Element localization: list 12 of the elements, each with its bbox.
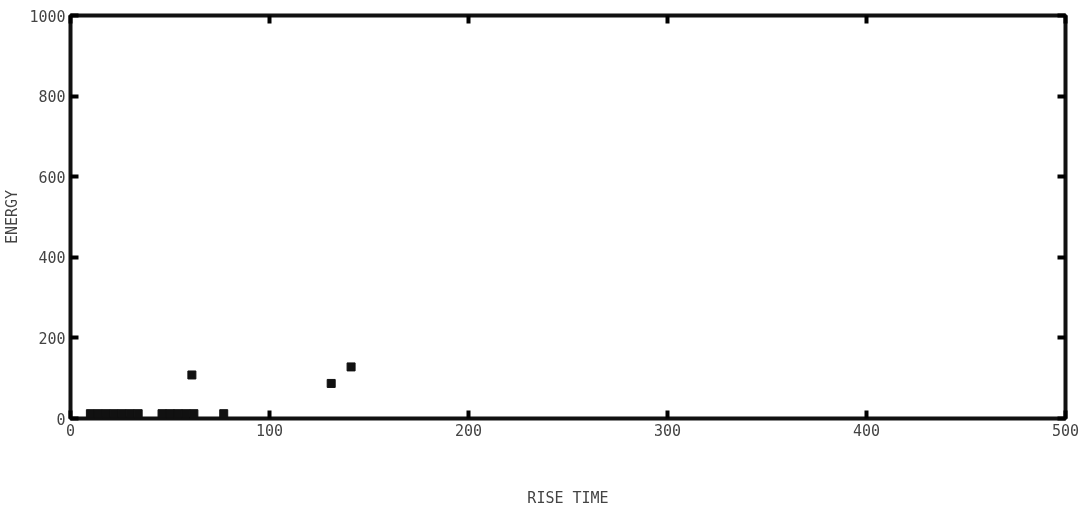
x-tick-label: 300 <box>653 421 682 440</box>
x-tick-label: 400 <box>852 421 881 440</box>
y-tick-label: 800 <box>38 88 66 107</box>
y-tick-label: 200 <box>38 329 66 348</box>
x-tick-label: 100 <box>255 421 284 440</box>
x-tick-label: 500 <box>1051 421 1080 440</box>
x-axis-title: RISE TIME <box>527 488 609 507</box>
x-tick-label: 200 <box>454 421 483 440</box>
y-tick-label: 400 <box>38 249 66 268</box>
y-axis-title: ENERGY <box>3 189 22 245</box>
y-tick-label: 1000 <box>29 7 66 26</box>
y-tick-label: 600 <box>38 168 66 187</box>
